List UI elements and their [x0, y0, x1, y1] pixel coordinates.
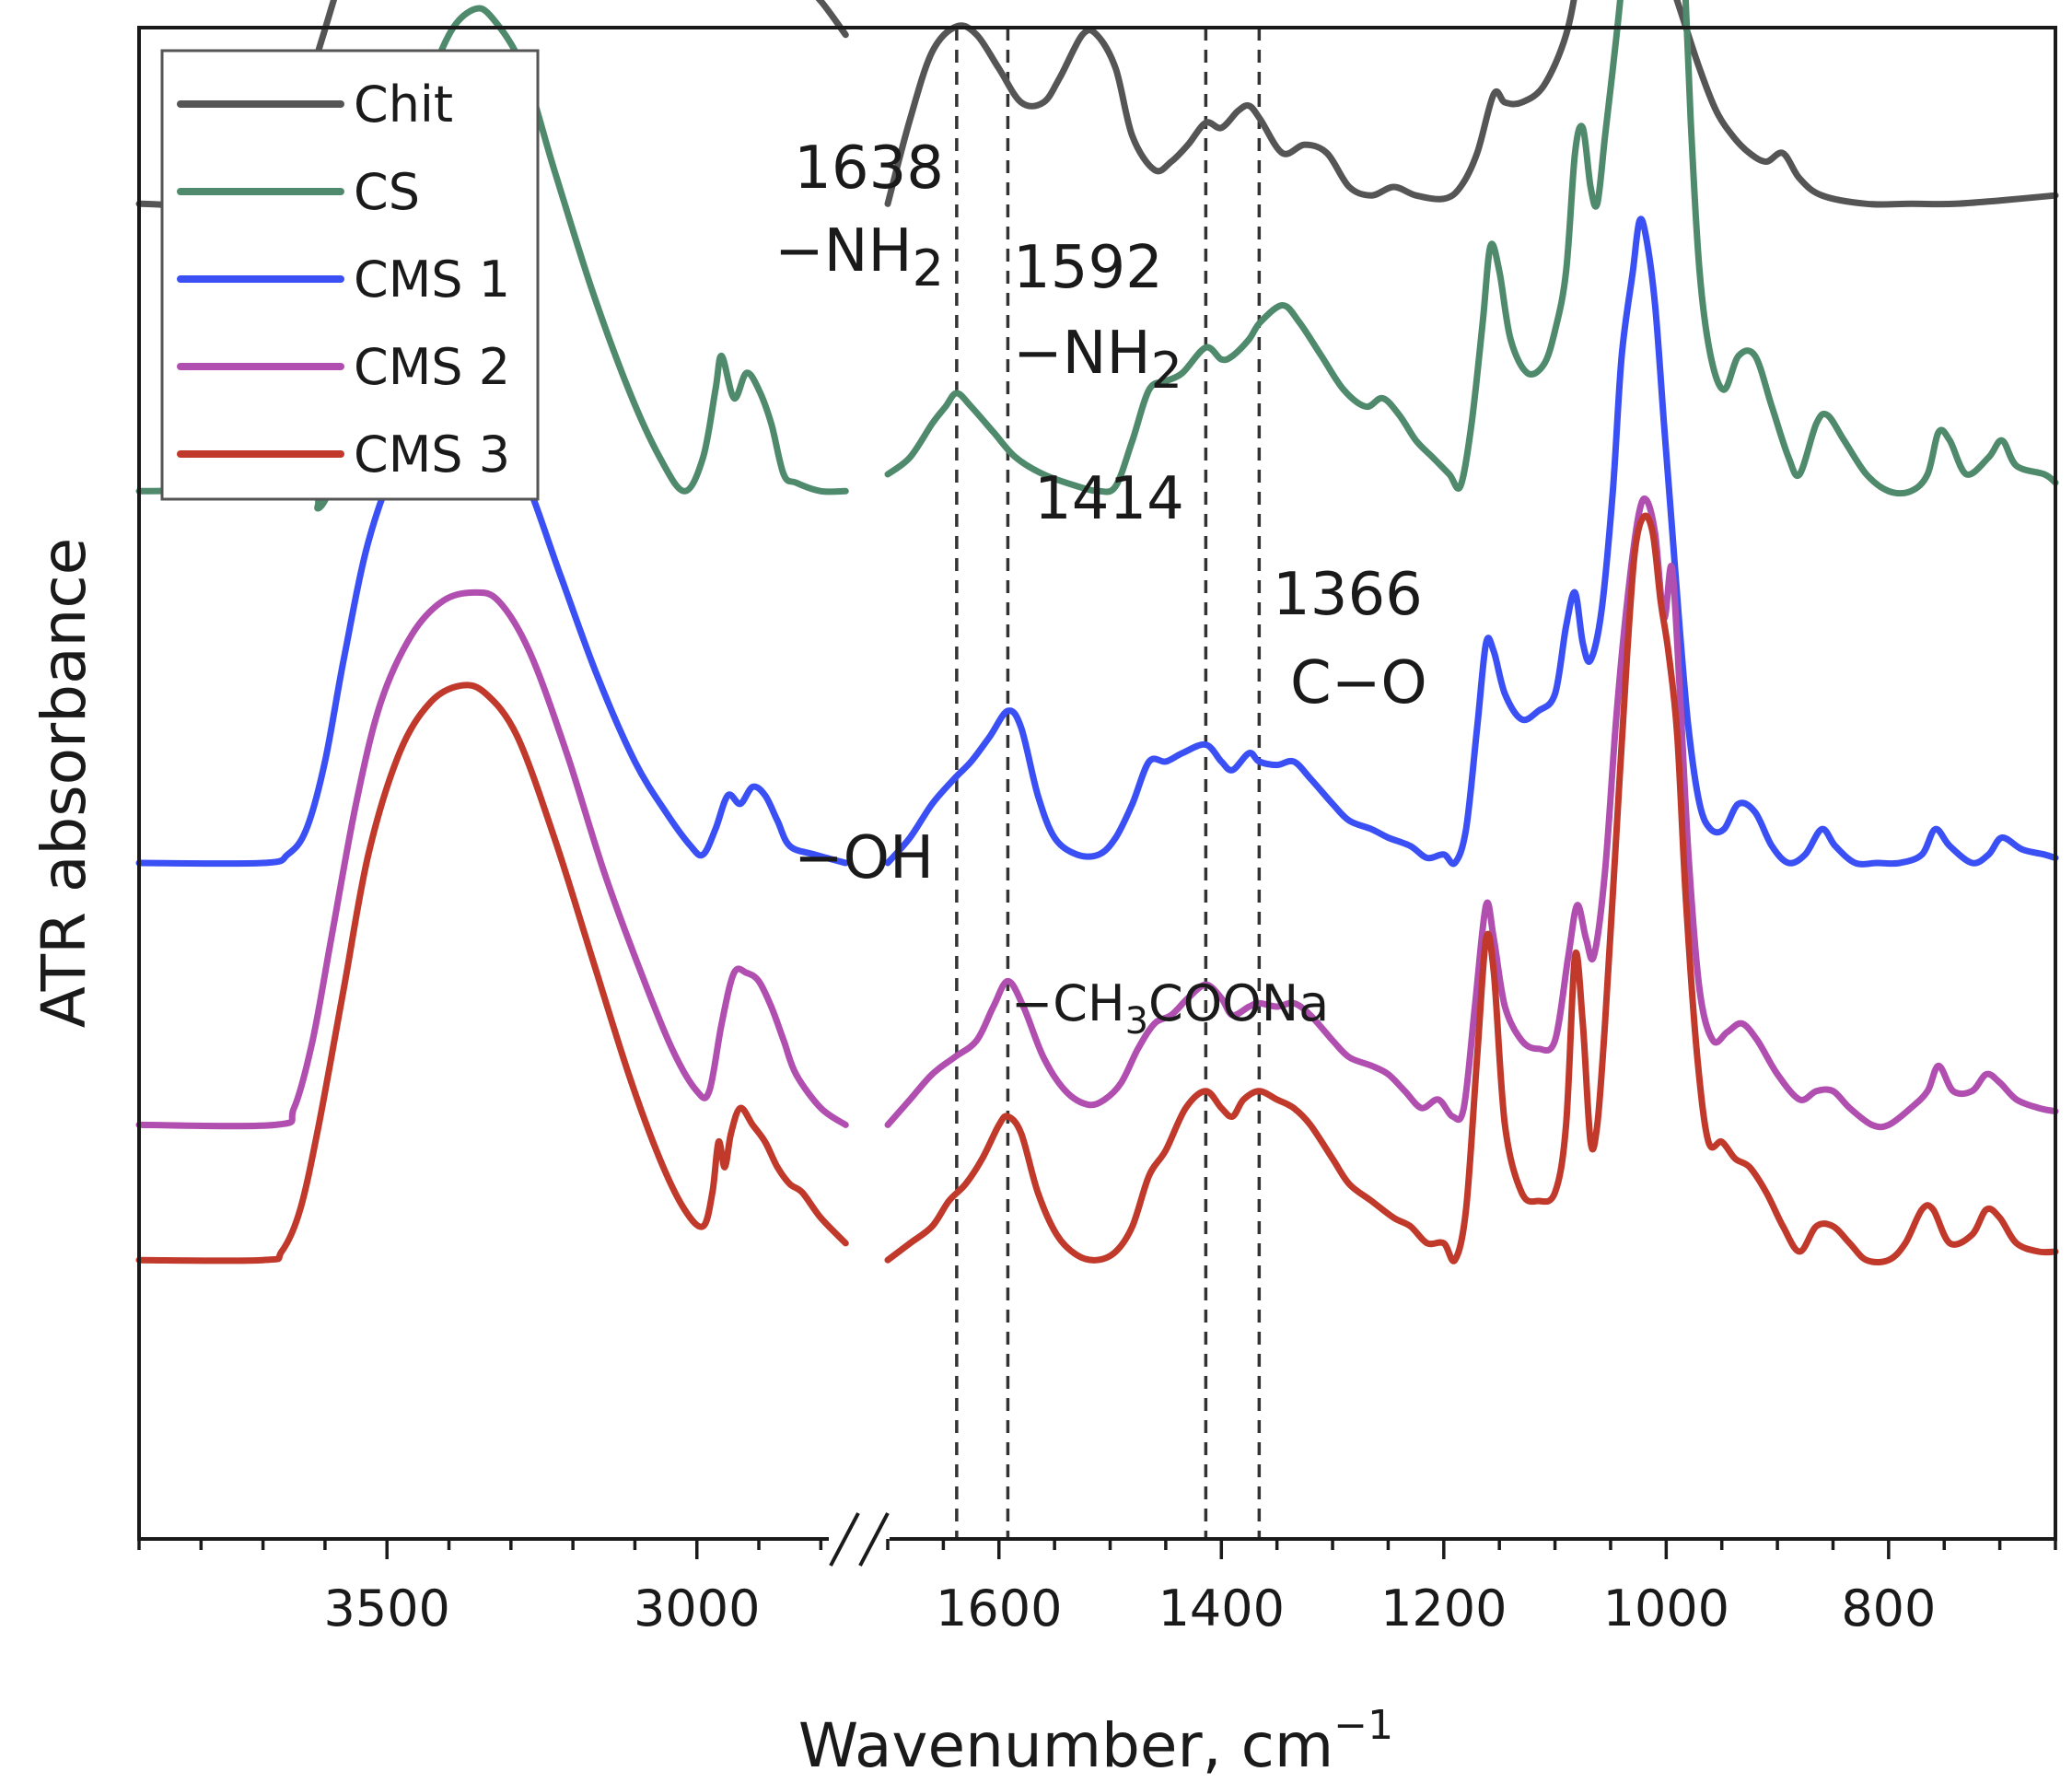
annotation-1592-group: −NH2 — [1013, 320, 1182, 400]
y-axis-title: ATR absorbance — [29, 538, 99, 1028]
x-axis-ticks: 3500 3000 1600 1400 1200 1000 800 — [137, 1539, 2057, 1637]
series-cms-3-low-range — [884, 512, 2059, 1266]
legend-label-cms-1: CMS 1 — [354, 251, 510, 309]
tick-label-3000: 3000 — [634, 1579, 760, 1637]
legend-label-cms-2: CMS 2 — [354, 338, 510, 396]
axis-break-mark — [829, 1512, 890, 1567]
legend-box — [160, 49, 540, 501]
tick-label-1000: 1000 — [1603, 1579, 1729, 1637]
legend-label-chit: Chit — [354, 76, 453, 134]
plot-frame — [137, 26, 2057, 1541]
annotation-acetate: −CH3COONa — [1011, 974, 1329, 1043]
series-cms-3-high-range — [135, 682, 849, 1264]
tick-label-800: 800 — [1841, 1579, 1936, 1637]
annotation-1366-value: 1366 — [1273, 561, 1423, 629]
annotation-1592-value: 1592 — [1013, 234, 1163, 302]
series-layer — [135, 0, 2059, 1266]
tick-label-1400: 1400 — [1158, 1579, 1285, 1637]
tick-label-3500: 3500 — [323, 1579, 449, 1637]
annotation-1638-group: −NH2 — [774, 217, 944, 297]
legend-label-cs: CS — [354, 163, 420, 221]
series-cms-1-high-range — [135, 411, 849, 868]
series-cms-2-high-range — [135, 589, 849, 1130]
annotation-1638-value: 1638 — [794, 134, 944, 203]
series-chit-low-range — [884, 0, 2059, 208]
series-cms-1-low-range — [884, 216, 2059, 868]
series-cms-2-low-range — [884, 495, 2059, 1131]
tick-label-1200: 1200 — [1380, 1579, 1507, 1637]
reference-lines — [955, 28, 1262, 1539]
legend-label-cms-3: CMS 3 — [354, 425, 510, 484]
series-cs-low-range — [884, 0, 2059, 497]
annotation-1366-group: C−O — [1290, 649, 1427, 717]
tick-label-1600: 1600 — [936, 1579, 1062, 1637]
annotation-1414-value: 1414 — [1034, 465, 1184, 533]
annotation-oh: −OH — [794, 824, 934, 892]
x-axis-title: Wavenumber, cm−1 — [798, 1702, 1393, 1781]
legend: Chit CS CMS 1 CMS 2 CMS 3 — [160, 49, 540, 501]
